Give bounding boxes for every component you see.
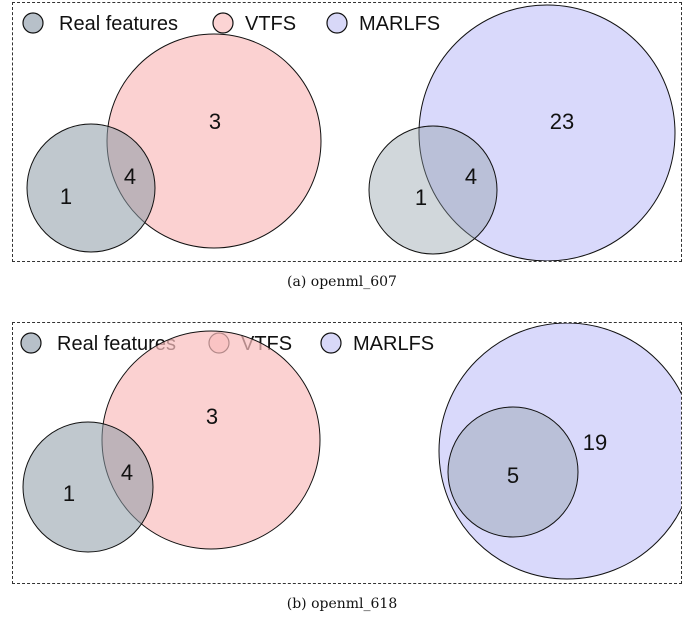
caption-b: (b) openml_618 [286, 596, 398, 612]
vtfs-shared-count: 4 [124, 164, 136, 189]
real-only-count: 1 [63, 481, 75, 506]
legend-swatch-marlfs [326, 12, 348, 34]
vtfs-only-count: 3 [209, 109, 221, 134]
real-features-circle [447, 406, 579, 538]
marlfs-circle [438, 323, 681, 580]
real-only-count: 1 [415, 185, 427, 210]
legend-swatch-real [22, 12, 44, 34]
vtfs-shared-count: 4 [121, 460, 133, 485]
real-only-count: 1 [60, 184, 72, 209]
caption-a: (a) openml_607 [287, 274, 397, 290]
venn-diagram-b: Real features VTFS MARLFS 3 4 1 19 5 [20, 323, 681, 580]
real-features-circle [368, 125, 498, 255]
legend-swatch-vtfs [212, 12, 234, 34]
marlfs-circle [418, 4, 676, 261]
marlfs-only-count: 19 [583, 430, 607, 455]
vtfs-only-count: 3 [206, 404, 218, 429]
marlfs-shared-count: 4 [465, 164, 477, 189]
real-features-circle [26, 123, 156, 253]
venn-panel-a: Real features VTFS MARLFS 3 4 1 23 4 1 [12, 2, 682, 262]
legend-label-marlfs: MARLFS [353, 333, 434, 355]
real-features-circle [22, 421, 154, 553]
legend-label-vtfs: VTFS [245, 13, 296, 35]
legend-swatch-real [20, 332, 42, 354]
marlfs-only-count: 23 [550, 109, 574, 134]
legend-swatch-marlfs [320, 332, 342, 354]
legend-label-real: Real features [59, 13, 178, 35]
legend: Real features VTFS MARLFS [22, 12, 440, 35]
marlfs-shared-count: 5 [507, 463, 519, 488]
venn-panel-b: Real features VTFS MARLFS 3 4 1 19 5 [12, 322, 682, 584]
legend-label-real: Real features [57, 333, 176, 355]
legend-label-marlfs: MARLFS [359, 13, 440, 35]
venn-diagram-a: Real features VTFS MARLFS 3 4 1 23 4 1 [22, 4, 676, 261]
